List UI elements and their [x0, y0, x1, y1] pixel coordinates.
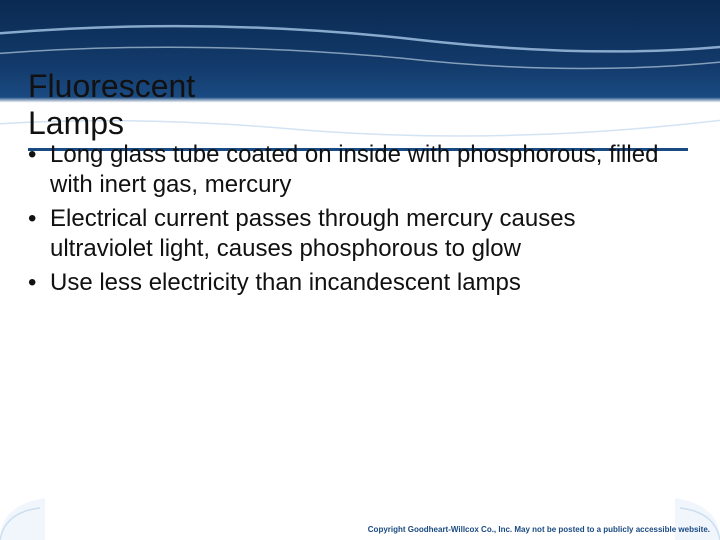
bullet-item: Use less electricity than incandescent l… — [28, 268, 680, 298]
bullet-item: Long glass tube coated on inside with ph… — [28, 140, 680, 200]
bullet-list: Long glass tube coated on inside with ph… — [28, 140, 680, 298]
title-area: Fluorescent Lamps — [28, 68, 692, 151]
slide-title: Fluorescent Lamps — [28, 68, 688, 151]
slide: Fluorescent Lamps Long glass tube coated… — [0, 0, 720, 540]
copyright-footer: Copyright Goodheart-Willcox Co., Inc. Ma… — [368, 525, 710, 534]
bullet-item: Electrical current passes through mercur… — [28, 204, 680, 264]
content-area: Long glass tube coated on inside with ph… — [28, 140, 680, 302]
